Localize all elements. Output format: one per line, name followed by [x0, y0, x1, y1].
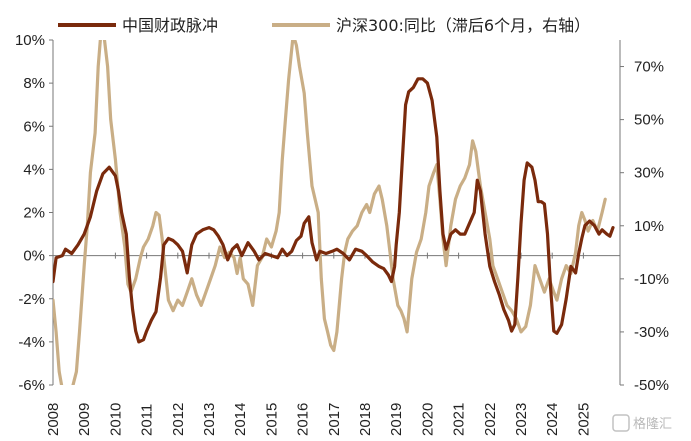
left-tick-label: 2% — [23, 205, 45, 222]
right-tick-label: 30% — [634, 165, 664, 182]
x-tick-label: 2011 — [139, 404, 156, 436]
x-tick-label: 2015 — [263, 403, 280, 436]
x-tick-label: 2024 — [544, 403, 561, 436]
x-tick-label: 2009 — [76, 403, 93, 436]
right-tick-label: -30% — [634, 324, 669, 341]
watermark-logo: 格隆汇 — [633, 416, 672, 432]
series-line-csi300-yoy — [53, 40, 607, 385]
x-tick-label: 2023 — [513, 403, 530, 436]
left-tick-label: 10% — [15, 32, 45, 49]
watermark-logo-icon — [612, 414, 630, 432]
left-tick-label: 8% — [23, 75, 45, 92]
x-tick-label: 2022 — [482, 403, 499, 436]
left-tick-label: 4% — [23, 161, 45, 178]
left-tick-label: -2% — [18, 291, 45, 308]
right-tick-label: -50% — [634, 377, 669, 394]
x-tick-label: 2019 — [388, 403, 405, 436]
x-tick-label: 2021 — [451, 403, 468, 436]
x-tick-label: 2010 — [107, 403, 124, 436]
x-tick-label: 2020 — [419, 403, 436, 436]
right-tick-label: -10% — [634, 271, 669, 288]
right-tick-label: 70% — [634, 59, 664, 76]
x-tick-label: 2025 — [575, 403, 592, 436]
legend-label: 中国财政脉冲 — [122, 16, 218, 35]
left-tick-label: 0% — [23, 248, 45, 265]
right-tick-label: 50% — [634, 112, 664, 129]
left-tick-label: 6% — [23, 118, 45, 135]
left-tick-label: -6% — [18, 377, 45, 394]
x-tick-label: 2014 — [232, 403, 249, 436]
x-tick-label: 2008 — [45, 403, 62, 436]
x-tick-label: 2013 — [201, 403, 218, 436]
series-line-fiscal-impulse — [53, 77, 615, 344]
legend-label: 沪深300:同比（滞后6个月，右轴） — [336, 16, 590, 35]
x-tick-label: 2016 — [295, 403, 312, 436]
x-tick-label: 2018 — [357, 403, 374, 436]
left-tick-label: -4% — [18, 334, 45, 351]
x-tick-label: 2017 — [326, 403, 343, 436]
right-tick-label: 10% — [634, 218, 664, 235]
x-tick-label: 2012 — [170, 403, 187, 436]
